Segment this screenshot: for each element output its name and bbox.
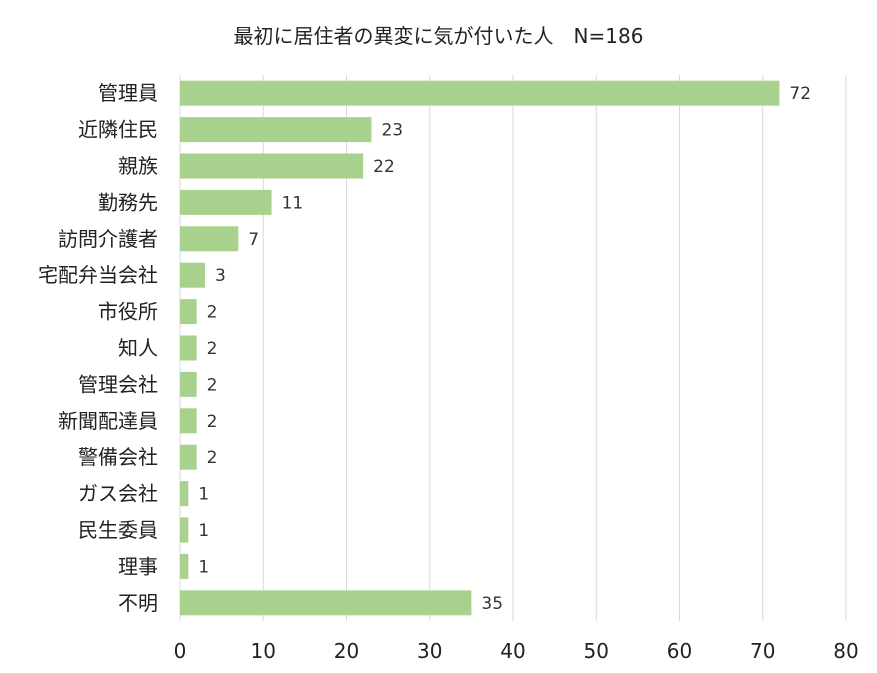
- x-tick-label: 80: [833, 639, 858, 663]
- bar: [180, 444, 197, 470]
- category-label: 親族: [118, 154, 158, 178]
- bar: [180, 590, 472, 616]
- x-tick-label: 70: [750, 639, 775, 663]
- value-label: 11: [282, 193, 304, 213]
- bar: [180, 553, 189, 579]
- value-label: 72: [789, 84, 811, 104]
- value-label: 2: [207, 412, 218, 432]
- x-tick-label: 20: [334, 639, 359, 663]
- x-tick-label: 40: [500, 639, 525, 663]
- value-label: 2: [207, 375, 218, 395]
- category-label: 近隣住民: [78, 118, 158, 142]
- x-tick-label: 30: [417, 639, 442, 663]
- x-tick-label: 60: [667, 639, 692, 663]
- bar: [180, 80, 780, 106]
- category-label: 民生委員: [78, 518, 158, 542]
- bars: [180, 80, 780, 616]
- category-label: 勤務先: [98, 190, 158, 214]
- value-label: 2: [207, 303, 218, 323]
- value-label: 2: [207, 339, 218, 359]
- bar: [180, 189, 272, 215]
- category-label: 管理会社: [78, 372, 158, 396]
- value-label: 23: [381, 121, 403, 141]
- category-label: 知人: [118, 336, 158, 360]
- category-label: 理事: [118, 554, 158, 578]
- category-label: ガス会社: [78, 482, 158, 506]
- value-label: 35: [481, 594, 503, 614]
- x-tick-label: 0: [174, 639, 187, 663]
- bar: [180, 335, 197, 361]
- category-label: 訪問介護者: [58, 227, 158, 251]
- x-tick-labels: 0 10 20 30 40 50 60 70 80: [174, 639, 859, 663]
- bar: [180, 517, 189, 543]
- bar: [180, 226, 239, 252]
- x-tick-label: 10: [251, 639, 276, 663]
- category-label: 宅配弁当会社: [38, 263, 158, 287]
- category-label: 管理員: [98, 81, 158, 105]
- bar: [180, 299, 197, 325]
- value-label: 22: [373, 157, 395, 177]
- bar: [180, 408, 197, 434]
- category-label: 不明: [118, 591, 158, 615]
- bar: [180, 262, 205, 288]
- value-label: 2: [207, 448, 218, 468]
- gridlines: [179, 75, 847, 621]
- bar: [180, 371, 197, 397]
- value-label: 7: [248, 230, 259, 250]
- category-label: 新聞配達員: [58, 409, 158, 433]
- value-label: 3: [215, 266, 226, 286]
- bar: [180, 153, 364, 179]
- chart-title: 最初に居住者の異変に気が付いた人 N=186: [233, 24, 644, 48]
- value-label: 1: [198, 521, 209, 541]
- bar: [180, 117, 372, 143]
- bar: [180, 481, 189, 507]
- x-tick-label: 50: [584, 639, 609, 663]
- value-label: 1: [198, 485, 209, 505]
- category-label: 警備会社: [78, 445, 158, 469]
- category-label: 市役所: [98, 300, 158, 324]
- value-label: 1: [198, 557, 209, 577]
- category-labels: 管理員近隣住民親族勤務先訪問介護者宅配弁当会社市役所知人管理会社新聞配達員警備会…: [38, 81, 158, 615]
